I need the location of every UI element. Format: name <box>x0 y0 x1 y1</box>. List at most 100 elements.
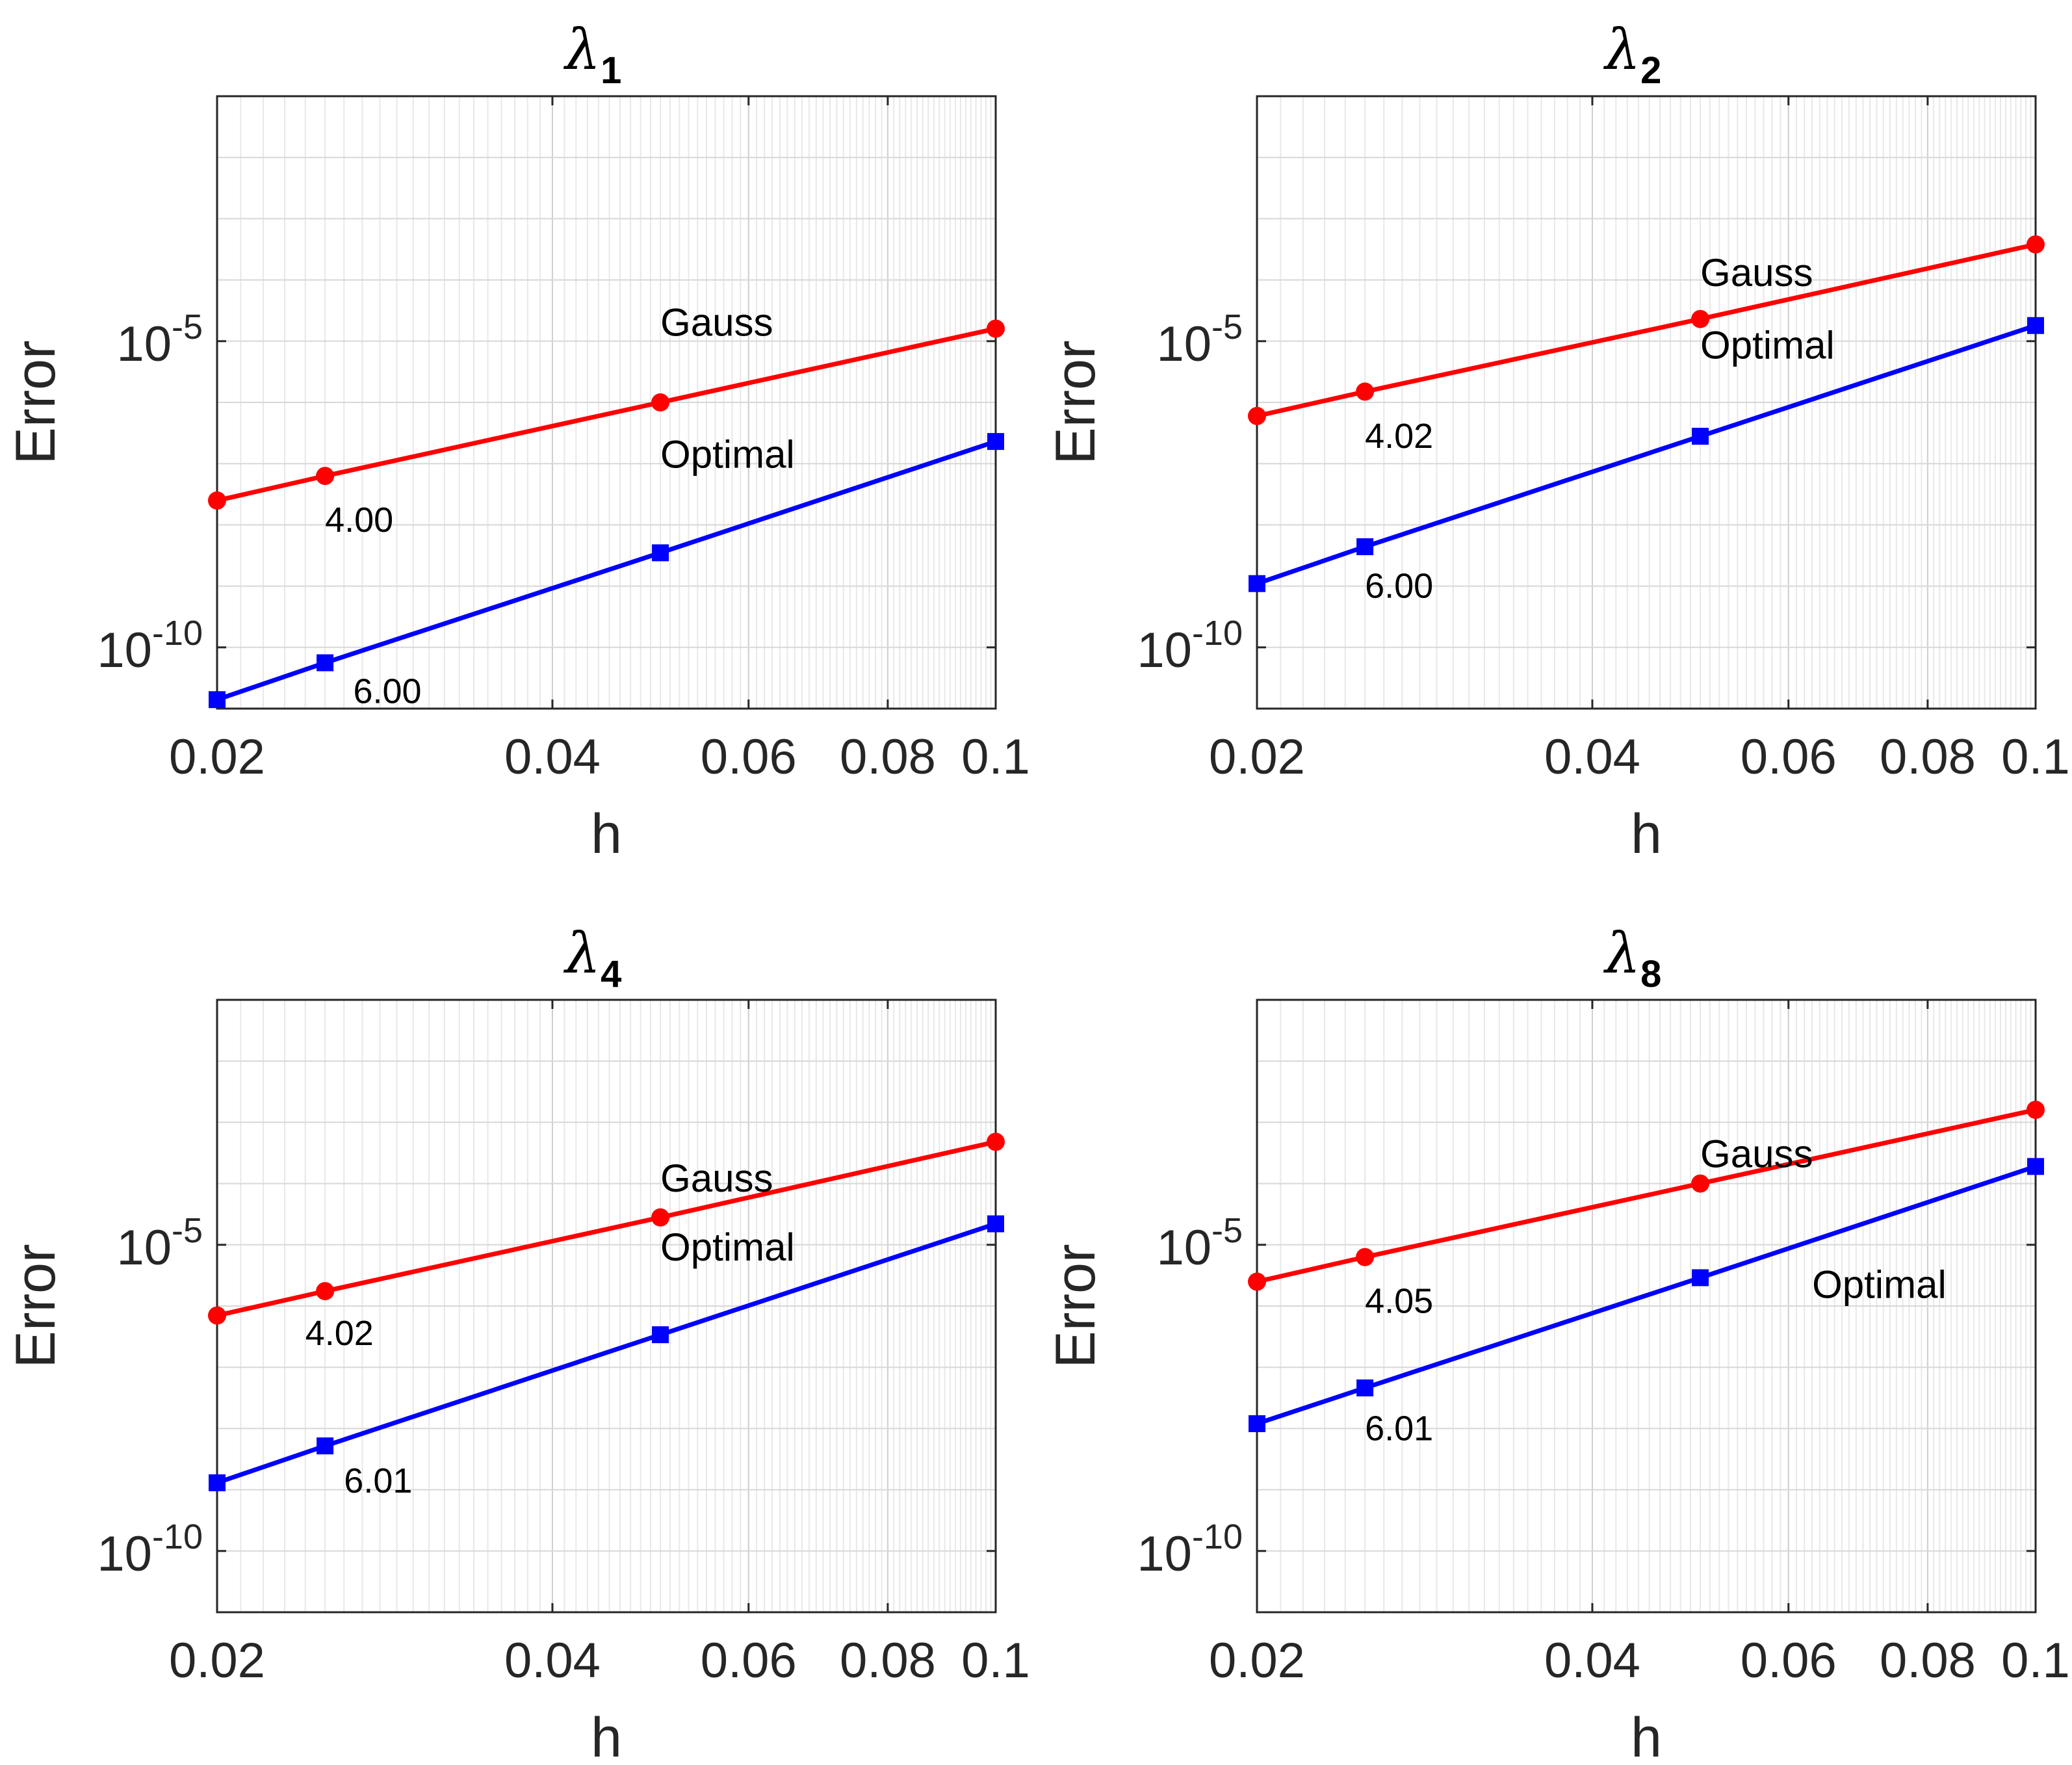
x-axis-label: h <box>1631 803 1662 865</box>
x-tick-label: 0.08 <box>840 1633 936 1688</box>
x-tick-label: 0.04 <box>1544 1633 1640 1688</box>
chart-title: λ1 <box>563 18 622 92</box>
axes-box <box>216 999 997 1614</box>
y-tick-label: 10-10 <box>1137 614 1243 678</box>
x-tick-label: 0.04 <box>1544 729 1640 785</box>
x-tick-label: 0.04 <box>504 729 601 785</box>
data-point <box>1248 1272 1266 1291</box>
chart-panel-2: 0.02 0.04 0.06 0.08 0.1 10-10 10-5 h Error λ2 Gaus… <box>1044 18 2070 865</box>
data-point <box>987 1215 1004 1233</box>
series-gauss: Gauss 4.00 <box>208 300 1005 540</box>
x-tick-label: 0.02 <box>169 729 265 785</box>
data-point <box>1692 1269 1709 1287</box>
y-axis-label: Error <box>1044 340 1107 464</box>
series-line <box>216 1140 996 1318</box>
x-tick-label: 0.06 <box>701 1633 797 1688</box>
series-label: Optimal <box>660 432 795 476</box>
chart-title: λ4 <box>563 921 622 995</box>
x-axis-label: h <box>591 1706 622 1765</box>
data-point <box>316 467 335 486</box>
y-tick-label: 10-10 <box>1137 1517 1243 1582</box>
data-point <box>2027 1101 2045 1119</box>
data-point <box>1249 575 1265 592</box>
data-point <box>1691 309 1710 328</box>
rate-label: 4.02 <box>305 1314 374 1353</box>
chart-title: λ8 <box>1603 921 1662 995</box>
x-axis-label: h <box>591 803 622 865</box>
data-point <box>651 1208 670 1227</box>
x-tick-label: 0.08 <box>1880 1633 1976 1688</box>
series-optimal: Optimal 6.01 <box>1249 1158 2044 1448</box>
x-tick-label: 0.02 <box>169 1633 265 1688</box>
y-axis-label: Error <box>5 340 67 464</box>
data-point <box>1691 1174 1710 1193</box>
data-point <box>1356 1248 1375 1266</box>
rate-label: 4.00 <box>325 501 393 540</box>
rate-label: 6.01 <box>1365 1409 1433 1448</box>
y-tick-label: 10-5 <box>1156 1211 1243 1275</box>
x-tick-label: 0.08 <box>1880 729 1976 785</box>
series-optimal: Optimal 6.00 <box>1249 317 2044 606</box>
series-label: Gauss <box>660 1157 773 1200</box>
series-label: Gauss <box>660 300 773 344</box>
data-point <box>2027 235 2045 254</box>
series-line <box>1256 1107 2036 1284</box>
series-label: Gauss <box>1700 251 1813 294</box>
data-point <box>987 433 1004 451</box>
x-axis-label: h <box>1631 1706 1662 1765</box>
series-label: Optimal <box>1700 323 1835 367</box>
x-tick-label: 0.02 <box>1209 729 1305 785</box>
series-line <box>1256 242 2036 419</box>
x-tick-label: 0.06 <box>701 729 797 785</box>
x-tick-label: 0.06 <box>1741 1633 1837 1688</box>
data-point <box>1249 1415 1265 1432</box>
x-tick-label: 0.08 <box>840 729 936 785</box>
series-line <box>216 439 997 702</box>
data-point <box>317 654 334 672</box>
y-tick-label: 10-5 <box>116 307 203 372</box>
chart-panel-4: 0.02 0.04 0.06 0.08 0.1 10-10 10-5 h Error λ8 Gaus… <box>1044 921 2070 1765</box>
series-optimal: Optimal 6.01 <box>209 1215 1004 1500</box>
data-point <box>651 393 670 412</box>
series-gauss: Gauss 4.05 <box>1248 1101 2045 1321</box>
rate-label: 4.05 <box>1365 1282 1433 1321</box>
chart-title: λ2 <box>1603 18 1662 92</box>
rate-label: 4.02 <box>1365 417 1433 456</box>
series-line <box>216 1222 997 1485</box>
data-point <box>1356 1379 1374 1396</box>
series-line <box>1256 323 2037 586</box>
axes-box <box>1256 95 2037 710</box>
data-point <box>987 319 1005 338</box>
series-gauss: Gauss 4.02 <box>1248 235 2045 456</box>
axes-box <box>216 95 997 710</box>
y-axis-label: Error <box>5 1244 67 1368</box>
data-point <box>208 491 226 510</box>
x-tick-label: 0.04 <box>504 1633 601 1688</box>
data-point <box>1692 428 1709 445</box>
series-line <box>1256 1164 2037 1426</box>
data-point <box>316 1282 335 1301</box>
rate-label: 6.00 <box>1365 567 1433 606</box>
data-point <box>987 1132 1005 1151</box>
series-optimal: Optimal 6.00 <box>209 432 1004 711</box>
chart-panel-3: 0.02 0.04 0.06 0.08 0.1 10-10 10-5 h Error λ4 Gaus… <box>5 921 1030 1765</box>
data-point <box>652 544 669 562</box>
x-tick-label: 0.06 <box>1741 729 1837 785</box>
series-gauss: Gauss 4.02 <box>208 1132 1005 1353</box>
series-label: Gauss <box>1700 1132 1813 1176</box>
y-axis-label: Error <box>1044 1244 1107 1368</box>
data-point <box>317 1437 334 1455</box>
y-tick-label: 10-10 <box>97 614 203 678</box>
data-point <box>209 1474 226 1491</box>
x-tick-label: 0.1 <box>961 729 1030 785</box>
x-tick-label: 0.02 <box>1209 1633 1305 1688</box>
y-tick-label: 10-5 <box>116 1211 203 1275</box>
series-line <box>216 326 996 503</box>
data-point <box>208 1306 226 1325</box>
rate-label: 6.00 <box>353 672 421 711</box>
x-tick-label: 0.1 <box>961 1633 1030 1688</box>
series-label: Optimal <box>1812 1263 1947 1307</box>
x-tick-label: 0.1 <box>2001 1633 2070 1688</box>
axes-box <box>1256 999 2037 1614</box>
y-tick-label: 10-10 <box>97 1517 203 1582</box>
